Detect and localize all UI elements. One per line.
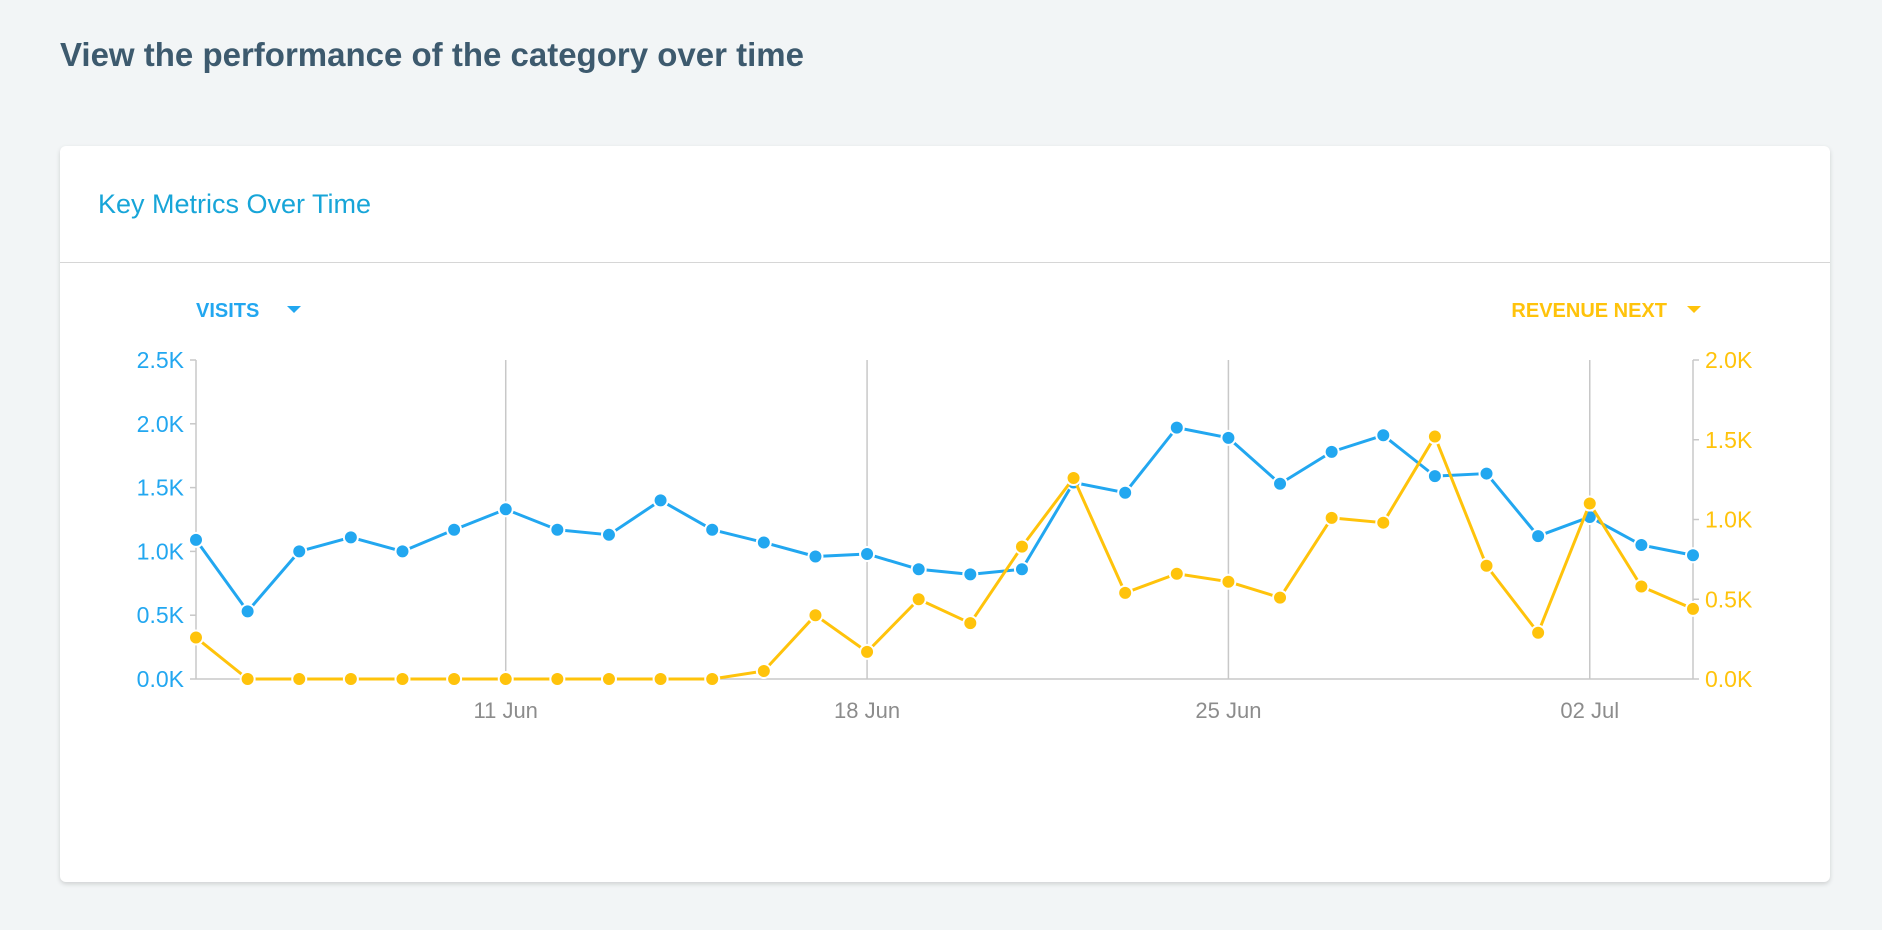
revenue-data-point[interactable]	[1065, 470, 1082, 487]
revenue-data-point[interactable]	[859, 643, 876, 660]
revenue-series-line	[195, 435, 1694, 681]
visits-data-point[interactable]	[1013, 561, 1030, 578]
revenue-data-point[interactable]	[1581, 495, 1598, 512]
revenue-data-point[interactable]	[755, 663, 772, 680]
revenue-data-point[interactable]	[600, 671, 617, 687]
left-y-tick-label: 2.5K	[137, 347, 185, 373]
right-y-tick-label: 2.0K	[1705, 347, 1753, 373]
revenue-data-point[interactable]	[1220, 573, 1237, 590]
revenue-data-point[interactable]	[1323, 509, 1340, 526]
visits-data-point[interactable]	[1323, 443, 1340, 460]
revenue-data-point[interactable]	[910, 591, 927, 608]
visits-data-point[interactable]	[807, 548, 824, 565]
revenue-data-point[interactable]	[239, 671, 256, 687]
visits-metric-selector[interactable]: VISITS	[196, 300, 301, 322]
revenue-data-point[interactable]	[188, 629, 204, 646]
visits-data-point[interactable]	[859, 545, 876, 562]
chevron-down-icon[interactable]	[1687, 306, 1701, 313]
revenue-data-point[interactable]	[446, 671, 463, 687]
visits-data-point[interactable]	[910, 561, 927, 578]
right-y-tick-label: 0.5K	[1705, 586, 1753, 612]
visits-data-point[interactable]	[239, 603, 256, 620]
visits-data-point[interactable]	[1220, 429, 1237, 446]
left-y-tick-label: 1.5K	[137, 475, 185, 501]
visits-legend-label[interactable]: VISITS	[196, 300, 259, 322]
revenue-data-point[interactable]	[807, 607, 824, 624]
visits-data-point[interactable]	[1117, 484, 1134, 501]
divider	[60, 262, 1830, 263]
revenue-data-point[interactable]	[1633, 578, 1650, 595]
revenue-data-point[interactable]	[549, 671, 566, 687]
x-tick-label: 18 Jun	[834, 698, 900, 723]
visits-data-point[interactable]	[291, 543, 308, 560]
revenue-data-point[interactable]	[1013, 538, 1030, 555]
revenue-data-point[interactable]	[704, 671, 721, 687]
revenue-data-point[interactable]	[1426, 428, 1443, 445]
revenue-data-point[interactable]	[342, 671, 359, 687]
visits-data-point[interactable]	[1633, 537, 1650, 554]
visits-series-line	[194, 426, 1694, 613]
x-tick-label: 25 Jun	[1195, 698, 1261, 723]
revenue-metric-selector[interactable]: REVENUE NEXT	[1511, 300, 1701, 322]
left-y-tick-label: 1.0K	[137, 538, 185, 564]
revenue-data-point[interactable]	[291, 671, 308, 687]
left-y-tick-label: 0.5K	[137, 602, 185, 628]
visits-data-point[interactable]	[1168, 419, 1185, 436]
revenue-data-point[interactable]	[497, 671, 514, 687]
visits-data-point[interactable]	[394, 543, 411, 560]
revenue-legend-label[interactable]: REVENUE NEXT	[1511, 300, 1667, 322]
visits-data-point[interactable]	[497, 501, 514, 518]
revenue-data-point[interactable]	[1478, 557, 1495, 574]
revenue-data-point[interactable]	[1685, 600, 1701, 617]
right-y-tick-label: 0.0K	[1705, 666, 1753, 692]
revenue-data-point[interactable]	[1168, 565, 1185, 582]
visits-data-point[interactable]	[342, 529, 359, 546]
visits-data-point[interactable]	[549, 521, 566, 538]
x-tick-label: 11 Jun	[474, 698, 538, 723]
x-tick-label: 02 Jul	[1560, 698, 1619, 723]
visits-data-point[interactable]	[1272, 475, 1289, 492]
visits-data-point[interactable]	[962, 566, 979, 583]
revenue-data-point[interactable]	[652, 671, 669, 687]
page-title: View the performance of the category ove…	[60, 36, 804, 73]
visits-data-point[interactable]	[600, 526, 617, 543]
visits-data-point[interactable]	[755, 534, 772, 551]
right-y-tick-label: 1.0K	[1705, 507, 1753, 533]
revenue-data-point[interactable]	[962, 615, 979, 632]
left-y-tick-label: 0.0K	[137, 666, 185, 692]
revenue-data-point[interactable]	[1117, 584, 1134, 601]
revenue-data-point[interactable]	[1272, 589, 1289, 606]
revenue-data-point[interactable]	[1530, 624, 1547, 641]
left-y-tick-label: 2.0K	[137, 411, 185, 437]
visits-data-point[interactable]	[1375, 427, 1392, 444]
visits-data-point[interactable]	[1685, 547, 1701, 564]
visits-data-point[interactable]	[704, 521, 721, 538]
chevron-down-icon[interactable]	[287, 306, 301, 313]
visits-data-point[interactable]	[652, 492, 669, 509]
visits-data-point[interactable]	[1530, 528, 1547, 545]
key-metrics-card: Key Metrics Over Time	[60, 146, 1830, 882]
visits-data-point[interactable]	[1478, 465, 1495, 482]
visits-data-point[interactable]	[188, 531, 204, 548]
visits-data-point[interactable]	[1426, 468, 1443, 485]
card-title: Key Metrics Over Time	[98, 189, 372, 219]
right-y-tick-label: 1.5K	[1705, 427, 1753, 453]
revenue-data-point[interactable]	[1375, 514, 1392, 531]
visits-data-point[interactable]	[446, 521, 463, 538]
revenue-data-point[interactable]	[394, 671, 411, 687]
